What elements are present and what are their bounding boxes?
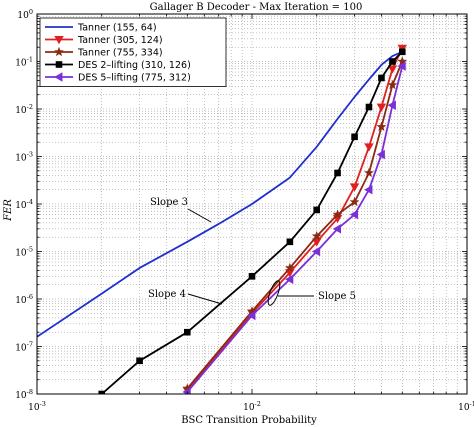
- data-point-marker: [365, 103, 373, 111]
- y-tick-label: 10-2: [15, 103, 33, 116]
- data-point-marker: [397, 61, 406, 71]
- data-point-marker: [54, 72, 63, 82]
- data-point-marker: [332, 224, 342, 234]
- y-tick-label: 10-1: [15, 56, 33, 69]
- y-tick-label: 10-6: [15, 293, 33, 306]
- y-tick-label: 10-8: [15, 388, 33, 401]
- series-5: [182, 61, 406, 394]
- data-point-marker: [136, 357, 143, 365]
- data-point-marker: [332, 209, 343, 219]
- annotation-slope-4: Slope 4: [148, 289, 186, 300]
- data-point-marker: [389, 58, 396, 65]
- legend-label: DES 5–lifting (775, 312): [78, 73, 191, 84]
- data-point-marker: [363, 167, 375, 178]
- data-point-marker: [351, 133, 358, 141]
- data-point-marker: [182, 387, 191, 394]
- data-point-marker: [248, 273, 256, 280]
- data-point-marker: [349, 209, 359, 220]
- data-point-marker: [247, 310, 256, 321]
- data-point-marker: [54, 36, 64, 45]
- y-tick-label: 10-4: [15, 198, 33, 211]
- legend-label: DES 2–lifting (310, 126): [78, 60, 191, 71]
- legend-label: Tanner (155, 64): [77, 23, 157, 34]
- data-point-marker: [349, 196, 360, 207]
- legend-label: Tanner (755, 334): [77, 48, 163, 59]
- annotation-arrow: [187, 208, 212, 223]
- data-point-marker: [313, 206, 321, 214]
- series-1: [37, 50, 403, 338]
- data-point-marker: [311, 230, 322, 241]
- series-line: [186, 65, 404, 393]
- series-line: [186, 47, 404, 391]
- x-tick-label: 10-2: [243, 400, 261, 413]
- data-point-marker: [183, 328, 191, 336]
- data-point-marker: [387, 100, 396, 110]
- y-tick-label: 10-7: [15, 341, 33, 354]
- data-point-marker: [284, 262, 295, 273]
- legend-label: Tanner (305, 124): [77, 35, 163, 46]
- x-tick-label: 10-3: [28, 400, 46, 413]
- x-axis-label: BSC Transition Probability: [181, 415, 317, 426]
- series-4: [98, 48, 406, 394]
- data-point-marker: [364, 143, 374, 152]
- y-tick-label: 100: [17, 8, 33, 21]
- annotation-ellipse: [267, 280, 281, 306]
- data-point-marker: [53, 46, 65, 57]
- data-point-marker: [376, 121, 387, 132]
- data-point-marker: [334, 169, 341, 177]
- annotation-slope-3: Slope 3: [150, 197, 188, 208]
- data-point-marker: [376, 103, 387, 112]
- chart-title: Gallager B Decoder - Max Iteration = 100: [150, 2, 363, 13]
- data-point-marker: [286, 238, 294, 246]
- y-tick-label: 10-5: [15, 246, 33, 259]
- data-point-marker: [387, 65, 398, 74]
- data-point-marker: [387, 79, 398, 90]
- legend: Tanner (155, 64)Tanner (305, 124) Tanner …: [39, 17, 227, 87]
- data-point-marker: [312, 238, 322, 247]
- annotation-arrow: [187, 293, 223, 305]
- data-point-marker: [311, 246, 321, 257]
- series-line: [37, 50, 403, 338]
- data-point-marker: [55, 61, 63, 68]
- ticks: 10-3 10-2 10-1 100 10-1 10-2 10-3 10-4 10-5 10-6 1…: [15, 8, 474, 413]
- x-tick-label: 10-1: [458, 400, 474, 413]
- data-point-marker: [364, 184, 373, 195]
- data-point-marker: [376, 149, 385, 160]
- data-point-marker: [285, 274, 294, 285]
- y-tick-label: 10-3: [15, 151, 33, 164]
- y-axis-label: FER: [3, 199, 14, 222]
- data-point-marker: [349, 183, 360, 192]
- data-point-marker: [398, 48, 406, 56]
- annotation-slope-5: Slope 5: [318, 291, 356, 302]
- annotations: Slope 3 Slope 4 Slope 5: [148, 197, 356, 306]
- data-point-marker: [378, 74, 385, 82]
